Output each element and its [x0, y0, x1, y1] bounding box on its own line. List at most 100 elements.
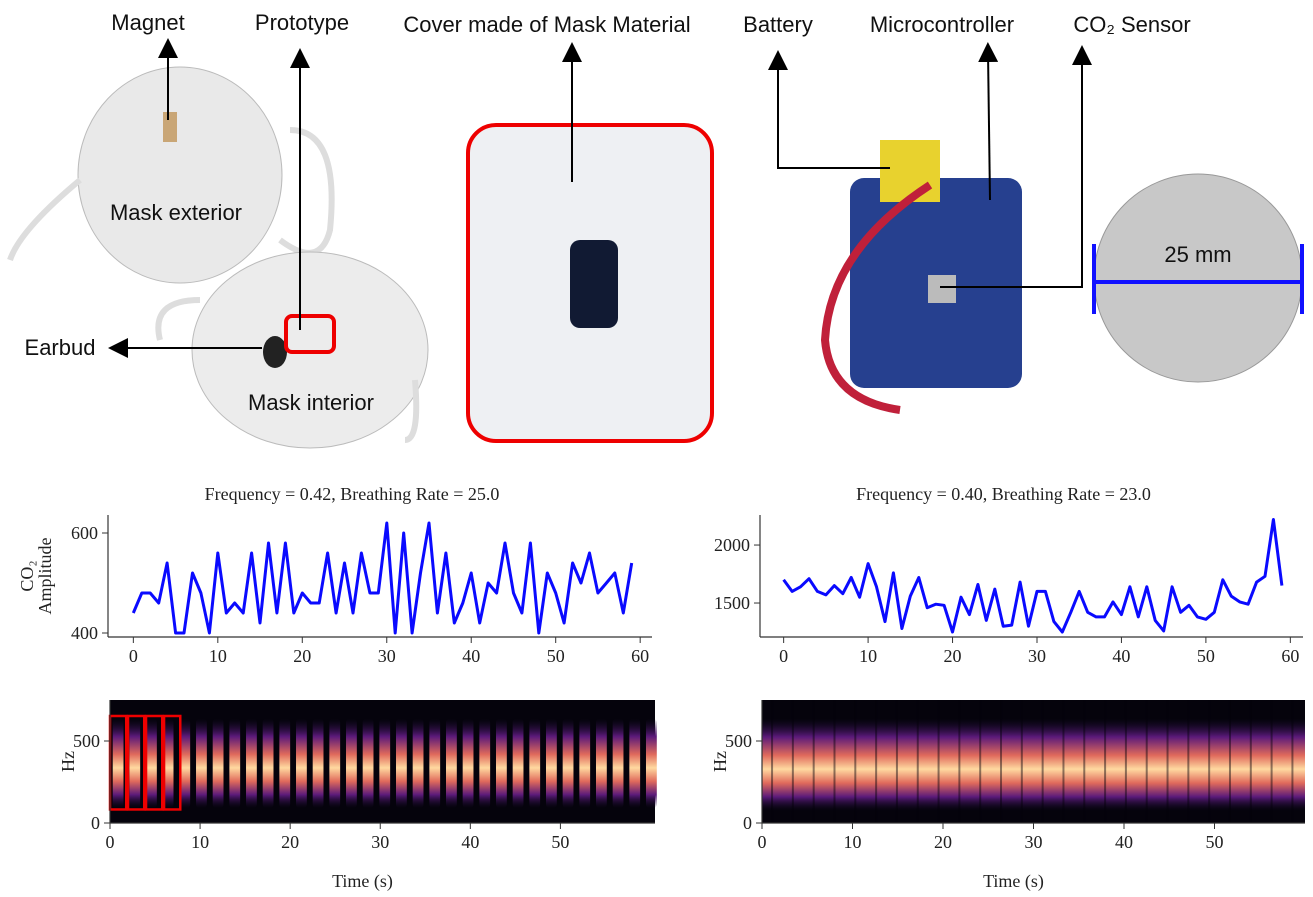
label: Magnet	[111, 10, 184, 35]
y-axis-label: Hz	[58, 751, 78, 772]
x-tick-label: 20	[281, 832, 299, 852]
spectrogram-gap	[1104, 700, 1107, 823]
spectrogram-band	[246, 718, 257, 809]
x-tick-label: 40	[1112, 646, 1130, 666]
x-tick-label: 60	[631, 646, 649, 666]
photos: Magnet Prototype Cover made of Mask Mate…	[7, 10, 1304, 449]
earbud-photo	[263, 336, 287, 368]
spectrogram-band	[129, 718, 141, 809]
spectrogram-gap	[854, 700, 857, 823]
x-tick-label: 10	[859, 646, 877, 666]
chart-title: Frequency = 0.42, Breathing Rate = 25.0	[205, 484, 500, 504]
window-box	[162, 714, 182, 811]
line	[131, 521, 634, 635]
spectrogram-gap	[1124, 700, 1127, 823]
arrows	[108, 38, 1092, 358]
x-tick-label: 40	[1115, 832, 1133, 852]
x-tick-label: 10	[844, 832, 862, 852]
spectrogram-gap	[958, 700, 961, 823]
x-tick-label: 50	[1197, 646, 1215, 666]
x-tick-label: 40	[461, 832, 479, 852]
spectrogram-gap	[1000, 700, 1003, 823]
x-tick-label: 10	[209, 646, 227, 666]
spectrogram-band	[496, 718, 507, 809]
spectrogram-band	[462, 718, 474, 809]
co2-chip	[928, 275, 956, 303]
label: CO₂ Sensor	[1073, 12, 1190, 37]
x-tick-label: 50	[551, 832, 569, 852]
x-tick-label: 0	[758, 832, 767, 852]
spectrogram-band	[645, 718, 657, 809]
y-axis-label: Amplitude	[35, 537, 55, 614]
spectrogram-gap	[1291, 700, 1294, 823]
spectrogram-band	[546, 718, 557, 809]
spectrogram-gap	[1249, 700, 1252, 823]
y-axis-label: Hz	[710, 751, 730, 772]
window-box	[126, 714, 146, 811]
y-axis-label: CO₂	[17, 560, 37, 591]
x-tick-label: 30	[1028, 646, 1046, 666]
spectrogram-band	[579, 718, 591, 809]
label: Prototype	[255, 10, 349, 35]
spectrogram-gap	[1187, 700, 1190, 823]
mask-strap	[155, 297, 420, 443]
y-tick-label: 500	[725, 731, 752, 751]
spectrogram-band	[562, 718, 574, 809]
spectrogram-band	[412, 718, 424, 809]
x-tick-label: 30	[378, 646, 396, 666]
spectrogram-band	[446, 718, 457, 809]
spectrogram-gap	[1166, 700, 1169, 823]
spectrogram-band	[229, 718, 241, 809]
spectrogram-band	[479, 718, 491, 809]
spectrogram-band	[146, 718, 157, 809]
spectrogram-gap	[1083, 700, 1086, 823]
spectrogram-band	[329, 718, 341, 809]
spectrogram-gap	[875, 700, 878, 823]
sensor-under-cover	[570, 240, 618, 328]
spectrogram-gap	[812, 700, 815, 823]
y-tick-label: 500	[73, 731, 100, 751]
spectrogram-band	[346, 718, 357, 809]
spectrogram-band	[112, 718, 124, 809]
arrow	[978, 42, 999, 201]
y-tick-label: 0	[743, 813, 752, 833]
spectrogram-band	[429, 718, 441, 809]
spectrogram-gap	[791, 700, 794, 823]
spectrogram-band	[362, 718, 374, 809]
mask-exterior-photo	[77, 66, 283, 284]
arrow	[940, 45, 1092, 288]
spectrogram-gap	[1145, 700, 1148, 823]
battery-photo	[880, 140, 940, 202]
x-tick-label: 0	[779, 646, 788, 666]
spectrogram-band	[312, 718, 324, 809]
spectrogram-gap	[1041, 700, 1044, 823]
x-axis-label: Time (s)	[983, 871, 1044, 892]
spectrogram-gap	[1062, 700, 1065, 823]
spectrogram-band	[612, 718, 624, 809]
spectrogram-band	[529, 718, 541, 809]
x-tick-label: 50	[1206, 832, 1224, 852]
spectrogram-band	[629, 718, 641, 809]
y-tick-label: 2000	[714, 535, 750, 555]
label: Microcontroller	[870, 12, 1014, 37]
arrow	[768, 50, 890, 169]
spectrogram-gap	[937, 700, 940, 823]
spectrogram-gap	[1270, 700, 1273, 823]
wire	[820, 181, 933, 414]
prototype-box	[284, 314, 336, 354]
spectrogram-gap	[1228, 700, 1231, 823]
spectrogram-band	[396, 718, 407, 809]
spectrogram-gap	[916, 700, 919, 823]
x-tick-label: 30	[371, 832, 389, 852]
x-tick-label: 20	[944, 646, 962, 666]
spectrogram-band	[279, 718, 291, 809]
spectrogram-gap	[1208, 700, 1211, 823]
label: Earbud	[25, 335, 96, 360]
label: 25 mm	[1164, 242, 1231, 267]
spectrogram-band	[512, 718, 524, 809]
spectrogram-band	[179, 718, 191, 809]
line	[782, 518, 1284, 634]
